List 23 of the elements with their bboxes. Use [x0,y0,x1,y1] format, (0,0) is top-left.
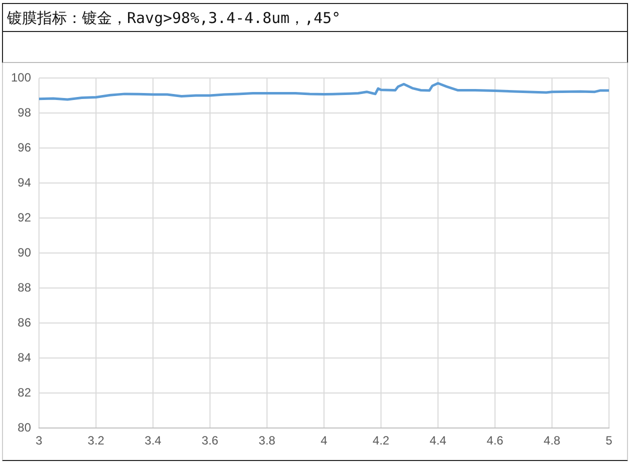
y-tick-label: 100 [10,70,32,85]
x-tick-label: 3.4 [144,434,162,448]
y-tick-label: 90 [18,245,32,260]
y-tick-label: 92 [18,210,32,224]
chart-title: 镀膜指标：镀金，Ravg>98%,3.4-4.8um，,45° [2,3,628,32]
y-tick-label: 94 [18,175,32,190]
x-tick-label: 4.6 [486,434,504,448]
x-tick-label: 4 [320,434,328,448]
x-tick-label: 3 [36,434,43,448]
x-tick-label: 3.8 [258,434,276,448]
x-tick-label: 5 [606,434,613,448]
y-tick-label: 96 [18,140,32,154]
y-tick-label: 88 [18,280,32,294]
y-tick-label: 84 [18,350,32,364]
y-tick-label: 98 [18,105,32,120]
x-tick-label: 4.2 [372,434,390,448]
y-tick-label: 80 [18,420,32,434]
x-tick-label: 3.2 [88,434,105,448]
x-tick-label: 3.6 [202,434,219,448]
x-tick-label: 4.4 [430,434,447,448]
x-tick-label: 4.8 [544,434,561,448]
y-tick-label: 82 [18,385,32,400]
y-tick-label: 86 [18,315,32,330]
